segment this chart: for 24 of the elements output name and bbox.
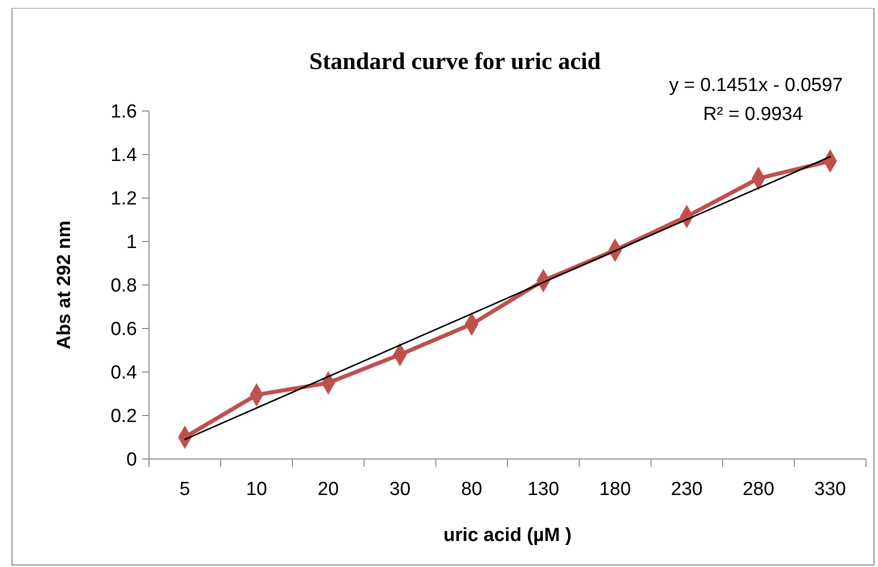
y-tick-label: 1 bbox=[126, 232, 137, 254]
text: y = 0.1451x - 0.0597 bbox=[669, 75, 843, 96]
y-axis-title: Abs at 292 nm bbox=[54, 220, 75, 350]
x-tick-label: 130 bbox=[528, 479, 560, 500]
y-tick-label: 0.4 bbox=[110, 362, 138, 384]
x-tick-label: 230 bbox=[670, 479, 703, 500]
y-tick-label: 0.8 bbox=[110, 276, 137, 297]
x-tick-label: 30 bbox=[389, 479, 411, 500]
y-tick-label: 0.2 bbox=[110, 406, 137, 428]
y-tick-label: 1.4 bbox=[110, 145, 138, 166]
chart-title: Standard curve for uric acid bbox=[309, 49, 602, 75]
x-tick-label: 20 bbox=[318, 479, 339, 500]
x-tick-label: 10 bbox=[246, 479, 268, 500]
x-tick-label: 330 bbox=[814, 479, 846, 500]
y-tick-label: 0.6 bbox=[110, 319, 137, 340]
y-tick-label: 1.2 bbox=[110, 188, 137, 210]
annotation: R² = 0.9934 bbox=[703, 104, 804, 125]
x-tick-label: 80 bbox=[461, 479, 482, 500]
x-tick-label: 180 bbox=[599, 479, 631, 500]
x-tick-label: 5 bbox=[180, 479, 190, 500]
y-tick-label: 0 bbox=[126, 450, 137, 471]
y-tick-label: 1.6 bbox=[110, 102, 137, 123]
x-axis-title: uric acid (µM ) bbox=[443, 525, 572, 546]
x-tick-label: 280 bbox=[742, 479, 774, 500]
